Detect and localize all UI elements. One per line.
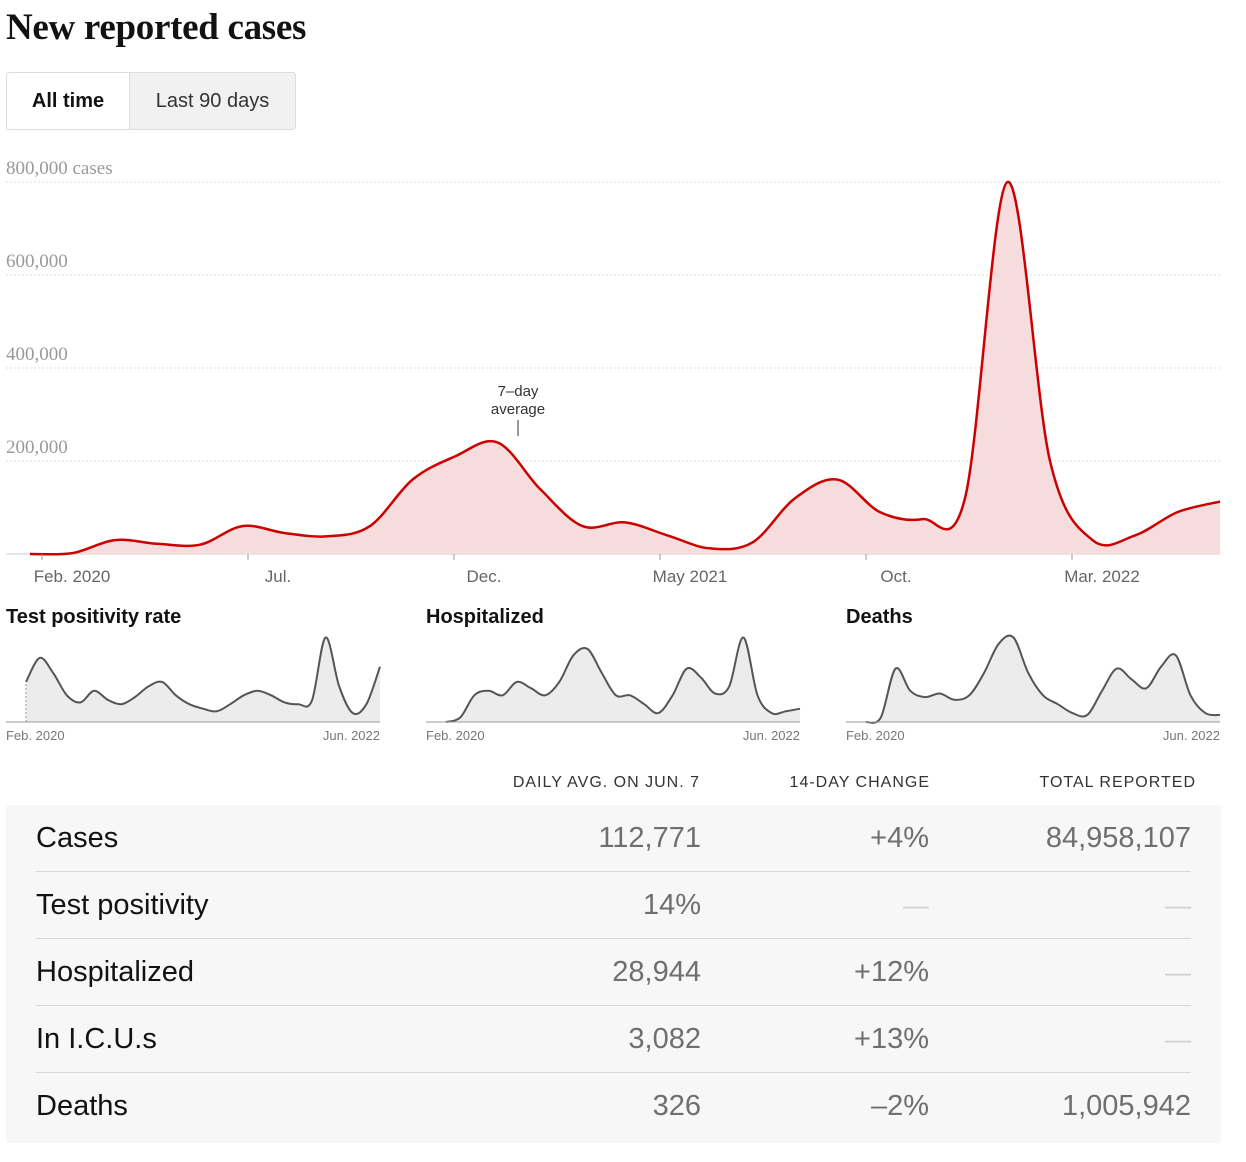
mini-line	[25, 636, 381, 716]
mini-title-hospitalized: Hospitalized	[426, 606, 544, 628]
stats-table: Cases 112,771 +4% 84,958,107 Test positi…	[6, 805, 1221, 1143]
y-tick-label: 200,000	[6, 437, 68, 458]
total-value: —	[1165, 890, 1191, 920]
mini-title-deaths: Deaths	[846, 606, 913, 628]
mini-area	[446, 637, 800, 722]
cases-area	[30, 181, 1220, 555]
change-value: +13%	[854, 1023, 929, 1055]
mini-tick-end: Jun. 2022	[323, 728, 380, 743]
cases-line	[29, 180, 1221, 556]
mini-line	[865, 634, 1221, 724]
x-tick-label: Oct.	[880, 567, 911, 586]
daily-avg-value: 3,082	[628, 1023, 701, 1055]
hospitalized-chart: Feb. 2020 Jun. 2022	[426, 636, 801, 743]
page-title: New reported cases	[6, 7, 307, 48]
daily-avg-value: 112,771	[598, 822, 701, 854]
y-tick-label: 400,000	[6, 344, 68, 365]
row-label: Deaths	[36, 1090, 128, 1122]
total-value: —	[1165, 957, 1191, 987]
header-total-reported: TOTAL REPORTED	[1039, 774, 1196, 791]
row-label: Test positivity	[36, 889, 209, 921]
change-value: +12%	[854, 956, 929, 988]
row-label: In I.C.U.s	[36, 1023, 157, 1055]
all-time-button[interactable]: All time	[6, 72, 129, 130]
mini-tick-end: Jun. 2022	[743, 728, 800, 743]
mini-title-test-positivity: Test positivity rate	[6, 606, 182, 628]
header-daily-avg: DAILY AVG. ON JUN. 7	[512, 774, 700, 791]
total-value: 1,005,942	[1061, 1090, 1191, 1122]
test-positivity-chart: Feb. 2020 Jun. 2022	[6, 636, 381, 743]
mini-line	[445, 636, 801, 723]
mini-tick-start: Feb. 2020	[6, 728, 65, 743]
table-row-deaths: Deaths 326 –2% 1,005,942	[36, 1073, 1191, 1139]
change-value: —	[903, 890, 929, 920]
row-label: Hospitalized	[36, 956, 194, 988]
last-90-days-button[interactable]: Last 90 days	[129, 72, 296, 130]
header-14-day-change: 14-DAY CHANGE	[789, 774, 930, 791]
total-value: —	[1165, 1024, 1191, 1054]
annotation-line-1: 7–day	[498, 383, 539, 400]
total-value: 84,958,107	[1045, 822, 1191, 854]
x-tick-label: Feb. 2020	[34, 567, 111, 586]
row-label: Cases	[36, 822, 119, 854]
change-value: +4%	[870, 822, 929, 854]
x-tick-label: Jul.	[265, 567, 291, 586]
deaths-chart: Feb. 2020 Jun. 2022	[846, 634, 1221, 743]
table-row-test-positivity: Test positivity 14% — —	[36, 872, 1191, 939]
mini-area	[866, 635, 1220, 723]
daily-avg-value: 28,944	[612, 956, 701, 988]
x-tick-label: May 2021	[653, 567, 728, 586]
x-tick-label: Dec.	[467, 567, 502, 586]
time-range-toggle: All time Last 90 days	[6, 72, 296, 130]
daily-avg-value: 326	[652, 1090, 701, 1122]
cases-chart: 800,000 cases 600,000 400,000 200,000 Feb. 2…	[6, 158, 1221, 586]
y-tick-label: 800,000 cases	[6, 158, 113, 179]
mini-tick-start: Feb. 2020	[426, 728, 485, 743]
mini-tick-start: Feb. 2020	[846, 728, 905, 743]
table-row-icu: In I.C.U.s 3,082 +13% —	[36, 1006, 1191, 1073]
change-value: –2%	[870, 1090, 929, 1122]
table-row-hospitalized: Hospitalized 28,944 +12% —	[36, 939, 1191, 1006]
table-row-cases: Cases 112,771 +4% 84,958,107	[36, 805, 1191, 872]
mini-tick-end: Jun. 2022	[1163, 728, 1220, 743]
mini-area	[26, 637, 380, 722]
y-tick-label: 600,000	[6, 251, 68, 272]
x-tick-label: Mar. 2022	[1064, 567, 1140, 586]
annotation-line-2: average	[491, 401, 545, 418]
daily-avg-value: 14%	[642, 889, 701, 921]
